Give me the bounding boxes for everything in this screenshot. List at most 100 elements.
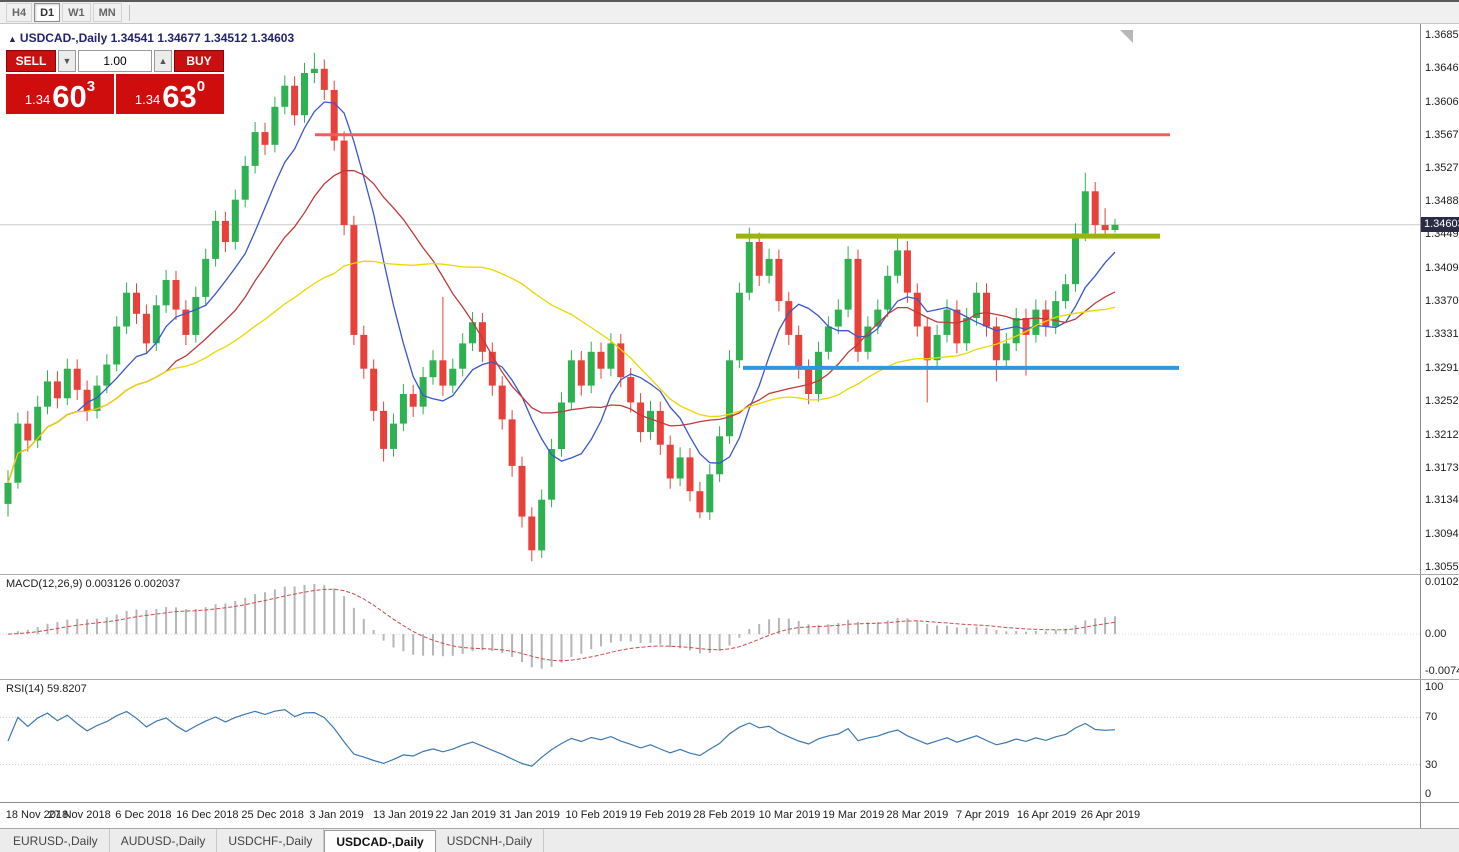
candle [439, 360, 447, 386]
candle [953, 309, 961, 344]
candles-svg [0, 52, 1420, 562]
timeframe-button-h4[interactable]: H4 [6, 3, 33, 22]
chevron-up-icon[interactable]: ▲ [154, 50, 172, 72]
candle [726, 360, 733, 437]
date-label: 3 Jan 2019 [309, 809, 364, 821]
rsi-axis-label: 0 [1425, 788, 1432, 800]
buy-price-display[interactable]: 1.34 63 0 [116, 74, 224, 114]
tab-usdcad[interactable]: USDCAD-,Daily [324, 830, 436, 852]
candle [478, 322, 486, 352]
price-axis-label: 1.35270 [1425, 162, 1459, 175]
buy-button[interactable]: BUY [174, 50, 224, 72]
candle [567, 360, 575, 403]
buy-price-point: 0 [196, 78, 206, 95]
candle [508, 419, 516, 466]
candle [894, 250, 902, 276]
candle [864, 326, 872, 352]
date-label: 25 Dec 2018 [241, 809, 304, 821]
date-label: 13 Jan 2019 [372, 809, 434, 821]
time-axis[interactable]: 18 Nov 2018 27 Nov 2018 6 Dec 2018 16 Dec 2… [0, 802, 1420, 828]
price-axis-label: 1.33700 [1425, 295, 1459, 308]
candle [291, 85, 299, 116]
date-label: 18 Nov 2018 [5, 809, 69, 821]
tab-eurusd[interactable]: EURUSD-,Daily [2, 829, 110, 852]
candle [261, 132, 269, 145]
candle [1111, 224, 1119, 230]
macd-axis[interactable]: 0.010229 0.00 -0.00747 [1420, 575, 1459, 679]
date-label: 28 Feb 2019 [693, 809, 756, 821]
tab-audusd[interactable]: AUDUSD-,Daily [110, 829, 218, 852]
date-label: 16 Dec 2018 [176, 809, 239, 821]
candle [528, 516, 536, 551]
candle [1002, 343, 1010, 361]
rsi-axis[interactable]: 100 70 30 0 [1420, 680, 1459, 802]
toolbar-separator [128, 4, 130, 21]
tab-usdchf[interactable]: USDCHF-,Daily [217, 829, 325, 852]
timeframe-button-d1[interactable]: D1 [34, 3, 61, 22]
candle [627, 377, 635, 403]
trade-prices-row: 1.34 60 3 1.34 63 0 [6, 74, 224, 114]
volume-input[interactable] [78, 50, 152, 72]
candle [488, 351, 496, 386]
candle [162, 280, 170, 306]
candle [735, 292, 743, 361]
candle [113, 326, 121, 365]
candle [399, 394, 407, 424]
panel-splitter-1[interactable] [0, 574, 1459, 575]
chart-tab-bar: EURUSD-,Daily AUDUSD-,Daily USDCHF-,Daily U… [0, 828, 1459, 852]
chevron-down-icon[interactable]: ▼ [58, 50, 76, 72]
sell-price-display[interactable]: 1.34 60 3 [6, 74, 114, 114]
candle [647, 410, 654, 432]
candle [1101, 225, 1109, 231]
timeframe-toolbar: H4 D1 W1 MN [0, 2, 1459, 24]
price-axis-label: 1.34090 [1425, 262, 1459, 275]
price-axis[interactable]: 1.36850 1.36460 1.36060 1.35670 1.35270 1.348… [1420, 24, 1459, 574]
candle [459, 343, 467, 369]
rsi-panel: RSI(14) 59.8207 100 70 30 0 [0, 680, 1459, 802]
rsi-label: RSI(14) 59.8207 [6, 683, 87, 695]
rsi-svg [0, 708, 1420, 767]
candle [607, 343, 615, 369]
candle [1052, 301, 1060, 327]
timeframe-button-w1[interactable]: W1 [62, 3, 91, 22]
date-label: 22 Jan 2019 [435, 809, 497, 821]
candle [518, 465, 526, 517]
macd-panel: MACD(12,26,9) 0.003126 0.002037 0.010229… [0, 575, 1459, 679]
candle [4, 482, 12, 504]
price-axis-label: 1.36460 [1425, 61, 1459, 74]
candle [380, 410, 388, 449]
sell-button[interactable]: SELL [6, 50, 56, 72]
timeframe-button-mn[interactable]: MN [92, 3, 122, 22]
tab-usdcnh[interactable]: USDCNH-,Daily [436, 829, 545, 852]
candle [133, 292, 140, 314]
candle [558, 402, 565, 449]
panel-splitter-2[interactable] [0, 679, 1459, 680]
date-label: 10 Feb 2019 [565, 809, 628, 821]
candle [656, 410, 664, 445]
rsi-chart[interactable]: RSI(14) 59.8207 [0, 680, 1420, 802]
sell-price-prefix: 1.34 [24, 92, 51, 107]
candle [469, 322, 476, 344]
price-axis-label: 1.31340 [1425, 494, 1459, 507]
candle [696, 491, 704, 513]
candle [1022, 318, 1030, 335]
candle [903, 250, 911, 293]
candle [340, 140, 348, 226]
chart-shift-icon [1120, 30, 1133, 43]
candle [330, 89, 338, 141]
candle [34, 406, 42, 441]
price-axis-label: 1.30550 [1425, 561, 1459, 574]
candle [1032, 309, 1040, 335]
price-axis-label: 1.32120 [1425, 428, 1459, 441]
candlestick-chart[interactable]: ▲ USDCAD-,Daily 1.34541 1.34677 1.34512 1… [0, 24, 1420, 574]
candle [192, 296, 200, 335]
macd-chart[interactable]: MACD(12,26,9) 0.003126 0.002037 [0, 575, 1420, 679]
price-axis-label: 1.32520 [1425, 394, 1459, 407]
candle [429, 360, 437, 378]
candle [973, 292, 981, 318]
candle [844, 258, 852, 310]
rsi-axis-label: 30 [1425, 758, 1438, 771]
main-chart-panel: ▲ USDCAD-,Daily 1.34541 1.34677 1.34512 1… [0, 24, 1459, 574]
candle [597, 351, 605, 369]
